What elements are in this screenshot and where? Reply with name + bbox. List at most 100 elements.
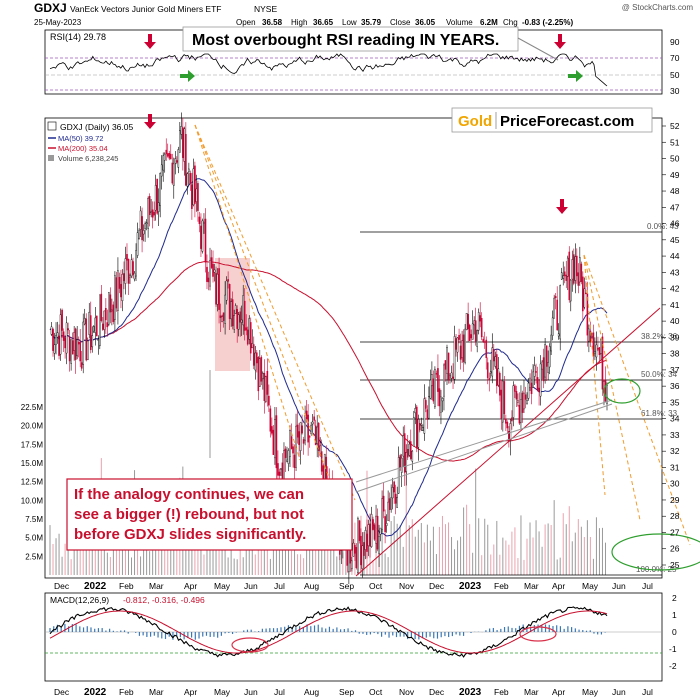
analogy-band-line <box>194 124 331 481</box>
macd-hist-bar <box>530 626 532 632</box>
candle-body <box>88 311 91 335</box>
candle-body <box>320 451 323 472</box>
candle-body <box>168 153 171 159</box>
macd-hist-bar <box>496 630 498 632</box>
candle-body <box>233 314 235 330</box>
candle-body <box>126 254 128 261</box>
candle-body <box>351 560 353 570</box>
candle-body <box>502 380 504 423</box>
macd-values: -0.812, -0.316, -0.496 <box>123 595 205 605</box>
volume-bar <box>441 515 443 575</box>
candle-body <box>431 374 433 387</box>
candle-body <box>298 431 300 445</box>
candle-body <box>550 334 552 352</box>
macd-hist-bar <box>336 627 338 632</box>
volume-bar <box>429 540 431 575</box>
candle-body <box>455 338 457 350</box>
quote-open: 36.58 <box>262 18 283 27</box>
volume-bar <box>197 549 199 575</box>
candle-body <box>419 423 421 431</box>
macd-hist-bar <box>53 626 55 632</box>
macd-hist-bar <box>90 627 92 632</box>
candle-body <box>248 318 251 340</box>
candle-body <box>364 530 367 550</box>
candle-body <box>156 178 158 214</box>
volume-bar <box>61 556 63 575</box>
volume-bar <box>131 557 133 575</box>
volume-bar <box>454 549 456 575</box>
macd-hist-bar <box>567 626 569 632</box>
candle-body <box>200 225 202 249</box>
legend-main: GDXJ (Daily) 36.05 <box>60 122 133 132</box>
x-tick-label: Oct <box>369 581 383 591</box>
volume-bar <box>278 539 280 575</box>
candle-body <box>206 266 208 282</box>
volume-bar <box>70 559 72 575</box>
macd-line <box>49 606 608 658</box>
volume-bar <box>574 532 576 575</box>
green-right-arrow-icon <box>180 70 195 82</box>
volume-bar <box>411 519 413 575</box>
price-tick-label: 44 <box>670 251 680 261</box>
volume-bar <box>568 506 570 575</box>
price-tick-label: 42 <box>670 284 680 294</box>
candle-body <box>520 399 522 423</box>
candle-body <box>565 274 568 281</box>
candle-body <box>545 345 548 367</box>
x-tick-label: Feb <box>119 581 134 591</box>
volume-bar <box>381 528 383 575</box>
legend-swatch <box>48 155 54 161</box>
candle-body <box>574 256 577 281</box>
candle-body <box>539 363 542 397</box>
quote-high: 36.65 <box>313 18 334 27</box>
candle-body <box>252 344 255 366</box>
candle-body <box>385 523 388 526</box>
macd-hist-bar <box>164 632 167 640</box>
candle-body <box>219 315 222 318</box>
macd-hist-bar <box>198 632 200 639</box>
candle-body <box>459 345 462 360</box>
volume-bar <box>538 531 540 575</box>
macd-hist-bar <box>86 626 88 632</box>
candle-body <box>215 272 217 305</box>
macd-hist-bar <box>205 632 208 636</box>
macd-hist-bar <box>492 627 494 632</box>
volume-bar <box>496 520 498 575</box>
candle-body <box>452 376 454 379</box>
macd-hist-bar <box>366 632 368 635</box>
macd-hist-bar <box>351 630 353 632</box>
macd-hist-bar <box>585 630 588 632</box>
candle-body <box>121 273 124 302</box>
macd-hist-bar <box>261 628 263 632</box>
candle-body <box>271 426 273 434</box>
candle-body <box>148 196 151 216</box>
candle-body <box>425 400 427 409</box>
candle-body <box>207 277 210 283</box>
macd-hist-bar <box>168 632 170 637</box>
candle-body <box>562 275 565 279</box>
candle-body <box>198 216 201 225</box>
macd-hist-bar <box>589 630 591 632</box>
volume-bar <box>209 540 211 575</box>
volume-bar <box>176 537 178 575</box>
x-axis-top: Dec 2022 Feb Mar Apr May Jun Jul Aug Sep Oct Nov Dec… <box>54 581 653 592</box>
rsi-panel: RSI(14) 29.78 90 70 50 30 Most overbough… <box>44 26 680 96</box>
volume-bar <box>173 530 175 575</box>
candle-body <box>521 392 524 413</box>
macd-hist-bar <box>500 628 502 632</box>
volume-bar <box>118 530 120 575</box>
volume-tick-label: 15.0M <box>21 459 44 468</box>
candle-body <box>560 272 563 280</box>
candle-body <box>440 396 442 413</box>
x-tick-label: Mar <box>524 687 539 697</box>
candle-body <box>153 211 155 216</box>
volume-bar <box>215 527 217 575</box>
macd-hist-bar <box>522 624 524 632</box>
macd-label: MACD(12,26,9) <box>50 595 109 605</box>
candle-body <box>468 324 471 341</box>
candle-body <box>569 279 572 302</box>
volume-bar <box>333 542 335 575</box>
candle-body <box>414 407 417 414</box>
candle-body <box>311 421 314 425</box>
chart-header: GDXJ VanEck Vectors Junior Gold Miners E… <box>34 1 693 27</box>
